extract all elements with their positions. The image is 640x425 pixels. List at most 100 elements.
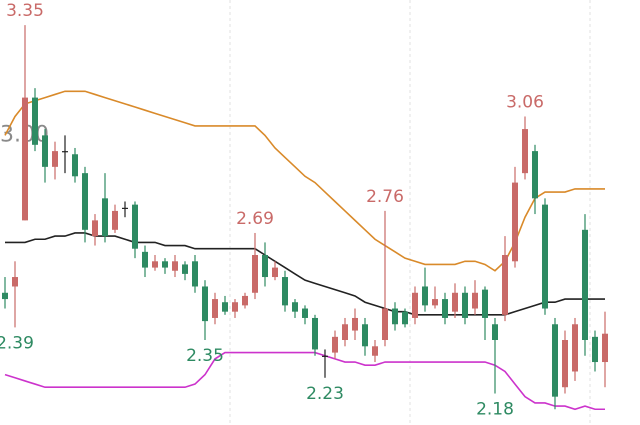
candle-body [422,286,428,306]
candle-body [222,302,228,312]
band-line [4,351,605,411]
candle-body [242,295,248,306]
candle [92,214,98,246]
candle-body [162,261,168,268]
candle-body [552,324,558,397]
candle-body [102,198,108,237]
candle [572,317,578,381]
grid-lines [229,0,591,425]
candle-body [272,267,278,278]
candle [312,314,318,356]
candle-body [482,289,488,318]
candle [222,295,228,315]
candle-body [362,324,368,347]
extreme-label: 2.39 [0,333,34,353]
candle-body [562,340,568,388]
candle-body [582,229,588,340]
extreme-label: 3.35 [6,1,44,21]
candle-body [342,324,348,340]
candle-body [42,135,48,167]
candle [212,292,218,325]
candle-body [12,277,18,287]
candle-body [112,210,118,230]
candle-body [572,324,578,372]
candle-body [2,292,8,300]
extreme-label: 2.69 [236,209,274,229]
candle [512,166,518,268]
candle-body [182,264,188,274]
candle [402,308,408,328]
candle [252,232,258,300]
candle [552,317,558,410]
candle-body [382,308,388,340]
candle-body [152,261,158,268]
candle [282,270,288,312]
candle-body [472,292,478,309]
candle [72,147,78,183]
candle [152,255,158,271]
candle [82,166,88,243]
candle [22,25,28,221]
candle [32,88,38,152]
candle-body [172,261,178,271]
candle [122,201,128,218]
candle-body [292,302,298,312]
candle-body [282,277,288,306]
candle [532,144,538,215]
candle [362,317,368,356]
candle [262,242,268,287]
candle-body [442,299,448,318]
candle [142,245,148,278]
extreme-label: 2.23 [306,384,344,404]
candle [602,311,608,388]
candle-body [542,204,548,309]
candle [392,302,398,331]
candle [302,305,308,325]
candle-body [72,154,78,177]
candle-body [22,97,28,221]
candle [292,299,298,318]
candle [192,255,198,293]
candle-body [252,255,258,293]
candle-body [502,255,508,315]
candle [232,299,238,318]
candle [542,198,548,315]
candle-body [322,355,328,357]
candle [382,210,388,347]
candle-body [332,336,338,353]
candle-body [132,204,138,249]
candle [102,173,108,243]
candle [272,261,278,281]
candle [472,280,478,315]
candle-body [492,324,498,340]
candle [42,129,48,183]
candle-body [462,292,468,318]
candle-body [402,311,408,325]
candle [422,267,428,312]
candle [442,292,448,325]
candle-body [372,346,378,356]
candle-body [82,173,88,230]
candle [2,277,8,309]
extreme-label: 2.76 [366,187,404,207]
candle [202,280,208,340]
candle-body [202,286,208,322]
candle [562,330,568,394]
candle-body [32,97,38,145]
candle-body [92,220,98,237]
candle [132,201,138,259]
extreme-label: 2.18 [476,400,514,420]
candle-body [592,336,598,363]
candle [62,135,68,174]
candle-body [122,207,128,209]
candle-body [62,151,68,153]
candle [352,308,358,340]
candle-body [232,302,238,312]
candle [372,340,378,363]
candle-body [522,129,528,174]
candle [12,261,18,328]
candle [52,141,58,180]
candle-body [352,317,358,331]
candle-body [142,251,148,268]
